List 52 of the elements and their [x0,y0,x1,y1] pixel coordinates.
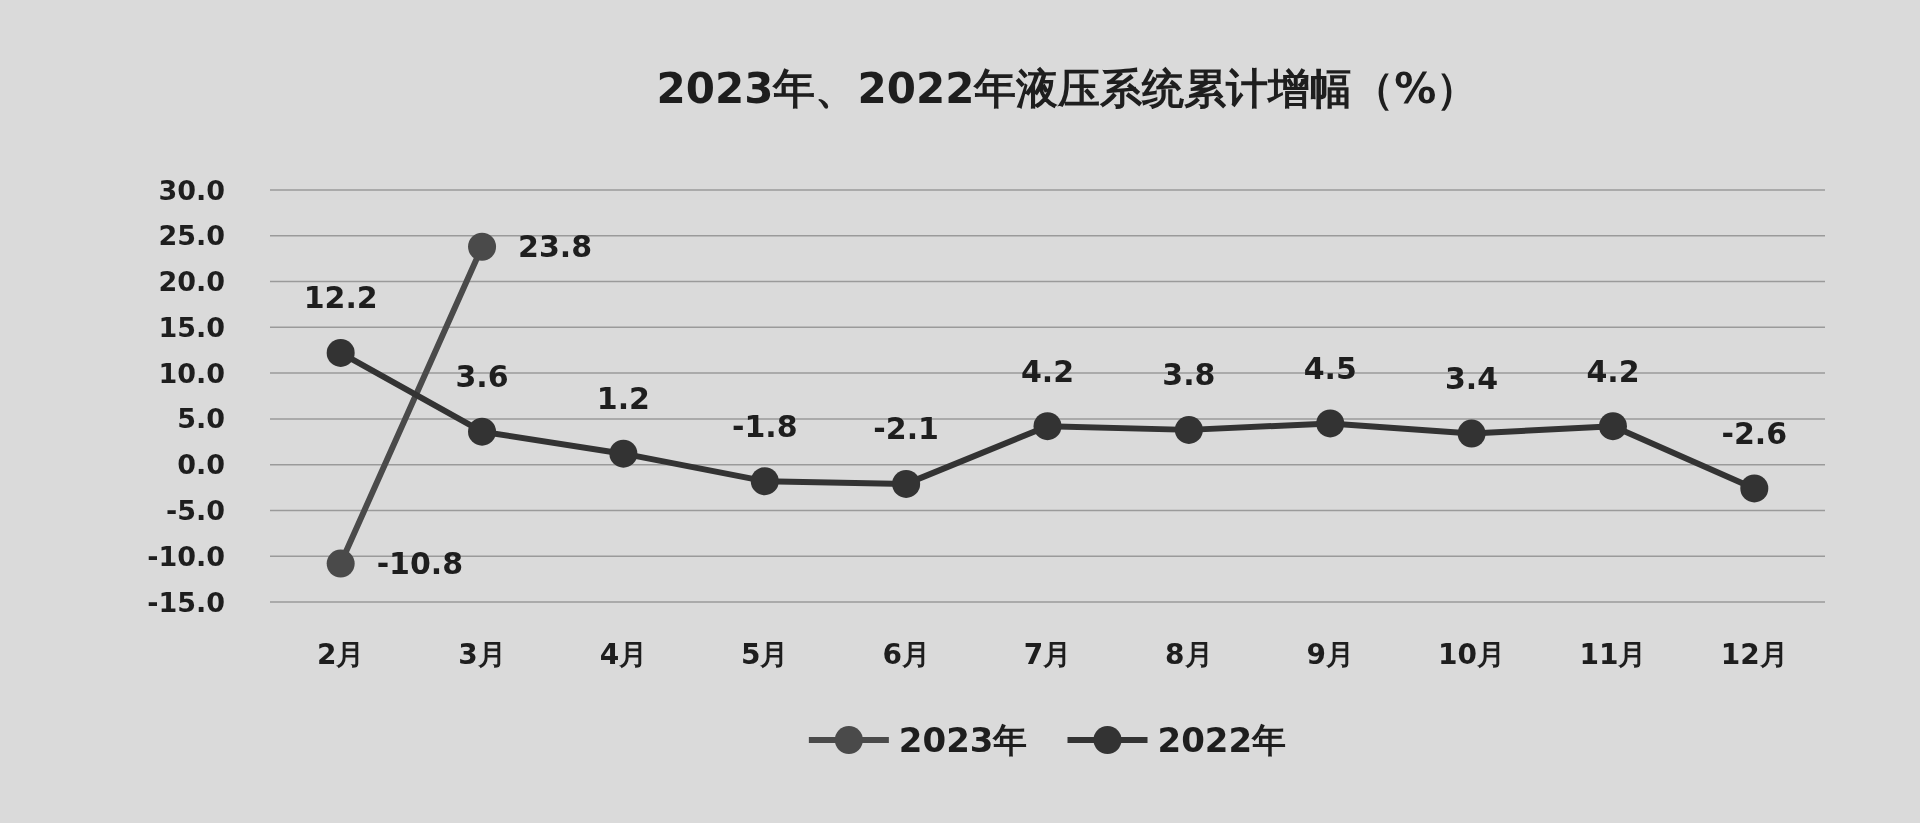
x-tick-label: 9月 [1306,638,1354,671]
data-label: 3.8 [1162,357,1216,393]
data-label: -2.1 [873,411,939,447]
data-label: 1.2 [596,381,650,417]
data-label: 4.2 [1586,353,1640,389]
x-tick-label: 4月 [599,638,648,671]
data-label: 3.4 [1445,361,1499,397]
legend-label: 2022年 [1157,720,1287,760]
point [1457,419,1486,448]
y-tick-label: 30.0 [158,174,225,206]
legend-item: 2023年 [808,720,1028,760]
y-tick-label: 25.0 [158,220,225,252]
x-tick-label: 2月 [316,638,365,671]
point [609,439,638,468]
data-label: 4.2 [1020,353,1075,389]
x-tick-label: 3月 [458,638,506,671]
point [1033,412,1062,441]
point [1598,412,1627,441]
x-tick-label: 5月 [741,638,789,671]
y-tick-label: 20.0 [158,266,225,298]
data-label: 4.5 [1303,350,1357,386]
x-tick-label: 12月 [1720,638,1788,671]
point [326,338,355,367]
x-tick-label: 8月 [1165,638,1213,671]
point [1316,409,1345,438]
legend-item: 2022年 [1067,720,1287,760]
y-tick-label: 5.0 [177,403,225,435]
data-label: -10.8 [376,546,464,582]
x-tick-label: 7月 [1023,638,1072,671]
data-label: -1.8 [731,408,798,444]
point [468,417,497,446]
x-tick-label: 6月 [882,638,930,671]
data-label: -2.6 [1721,415,1788,451]
point [1740,474,1769,503]
y-tick-label: -10.0 [147,540,225,572]
y-tick-label: -5.0 [165,494,225,526]
y-tick-label: 15.0 [158,311,225,343]
y-tick-label: 0.0 [177,449,225,481]
data-label: 3.6 [455,359,509,395]
data-label: 12.2 [303,280,378,316]
title: 2023年、2022年液压系统累计增幅（%） [656,64,1479,113]
y-tick-label: -15.0 [147,586,225,618]
point [750,467,779,496]
data-label: 23.8 [518,229,593,265]
point [1174,415,1203,444]
x-tick-label: 11月 [1579,638,1647,671]
point [892,469,921,498]
x-tick-label: 10月 [1438,638,1506,671]
point [468,232,497,261]
y-tick-label: 10.0 [158,357,225,389]
legend-label: 2023年 [898,720,1028,760]
point [326,549,355,578]
